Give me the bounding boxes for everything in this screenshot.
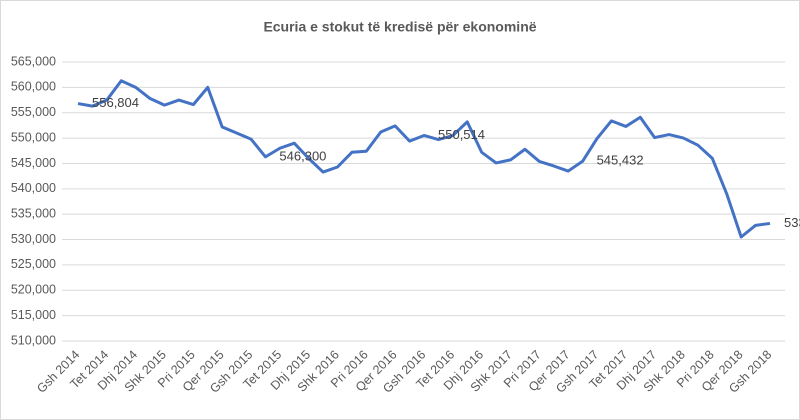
y-tick-label: 540,000	[11, 181, 56, 195]
data-label: 550,514	[438, 127, 485, 142]
y-tick-label: 535,000	[11, 206, 56, 220]
data-label: 546,300	[279, 148, 326, 163]
y-tick-label: 565,000	[11, 54, 56, 68]
data-label: 533,175	[784, 215, 800, 230]
y-tick-label: 525,000	[11, 257, 56, 271]
y-tick-label: 545,000	[11, 156, 56, 170]
y-tick-label: 515,000	[11, 308, 56, 322]
y-tick-label: 520,000	[11, 283, 56, 297]
data-label: 556,804	[92, 95, 139, 110]
data-line	[77, 79, 771, 239]
y-tick-label: 560,000	[11, 80, 56, 94]
y-tick-label: 510,000	[11, 333, 56, 347]
chart-title: Ecuria e stokut të kredisë për ekonominë	[263, 19, 536, 35]
y-tick-label: 555,000	[11, 105, 56, 119]
data-label: 545,432	[597, 153, 644, 168]
y-tick-label: 550,000	[11, 130, 56, 144]
y-tick-label: 530,000	[11, 232, 56, 246]
